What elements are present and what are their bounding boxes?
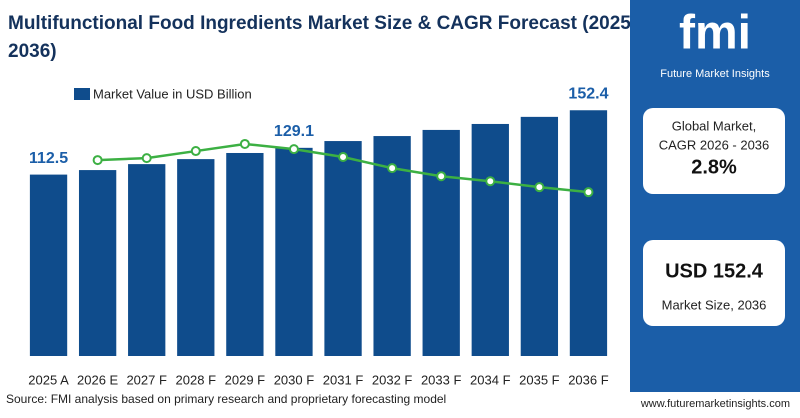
x-tick-label: 2035 F bbox=[519, 372, 560, 387]
bar bbox=[471, 123, 509, 357]
bar bbox=[177, 159, 215, 356]
card bbox=[643, 108, 785, 194]
source: Source: FMI analysis based on primary re… bbox=[6, 392, 446, 406]
card-value: USD 152.4 bbox=[665, 260, 764, 282]
line-point bbox=[288, 144, 299, 155]
line-point bbox=[583, 187, 594, 198]
x-tick-label: 2025 A bbox=[28, 372, 69, 387]
x-tick-label: 2026 E bbox=[77, 372, 119, 387]
card-label: Market Size, 2036 bbox=[662, 297, 767, 312]
x-tick-label: 2030 F bbox=[274, 372, 315, 387]
line-point bbox=[239, 138, 250, 149]
line-point bbox=[141, 153, 152, 164]
card-value: 2.8% bbox=[691, 156, 737, 178]
line-point bbox=[190, 146, 201, 157]
bar bbox=[78, 170, 117, 356]
website: www.futuremarketinsights.com bbox=[640, 398, 790, 410]
legend-label: Market Value in USD Billion bbox=[93, 86, 252, 101]
side-panel bbox=[630, 0, 800, 392]
x-tick-label: 2027 F bbox=[126, 372, 167, 387]
data-label: 129.1 bbox=[274, 123, 314, 140]
bar bbox=[128, 164, 166, 356]
card-label: Global Market, bbox=[672, 118, 757, 133]
chart-title: Multifunctional Food Ingredients Market … bbox=[8, 13, 641, 34]
bar bbox=[324, 141, 362, 356]
data-label: 152.4 bbox=[568, 85, 608, 102]
x-tick-label: 2028 F bbox=[176, 372, 217, 387]
x-tick-label: 2036 F bbox=[568, 372, 609, 387]
x-tick-label: 2033 F bbox=[421, 372, 462, 387]
bar bbox=[422, 129, 460, 356]
line-point bbox=[338, 152, 349, 163]
bar bbox=[226, 152, 264, 356]
card bbox=[643, 240, 785, 326]
bar bbox=[29, 174, 68, 356]
line-point bbox=[485, 176, 496, 187]
bar bbox=[520, 116, 559, 357]
line-point bbox=[92, 155, 103, 166]
line-point bbox=[534, 182, 545, 193]
chart-title: 2036) bbox=[8, 41, 57, 62]
card-label: CAGR 2026 - 2036 bbox=[659, 137, 770, 152]
bar bbox=[569, 110, 608, 356]
data-label: 112.5 bbox=[29, 150, 68, 167]
line-point bbox=[387, 163, 398, 174]
logo: fmi bbox=[679, 7, 751, 60]
logo-subtitle: Future Market Insights bbox=[660, 68, 770, 80]
line-point bbox=[436, 171, 447, 182]
x-tick-label: 2034 F bbox=[470, 372, 511, 387]
x-tick-label: 2031 F bbox=[323, 372, 364, 387]
x-tick-label: 2029 F bbox=[225, 372, 266, 387]
legend-swatch bbox=[74, 88, 90, 100]
bar bbox=[275, 147, 313, 356]
x-tick-label: 2032 F bbox=[372, 372, 413, 387]
